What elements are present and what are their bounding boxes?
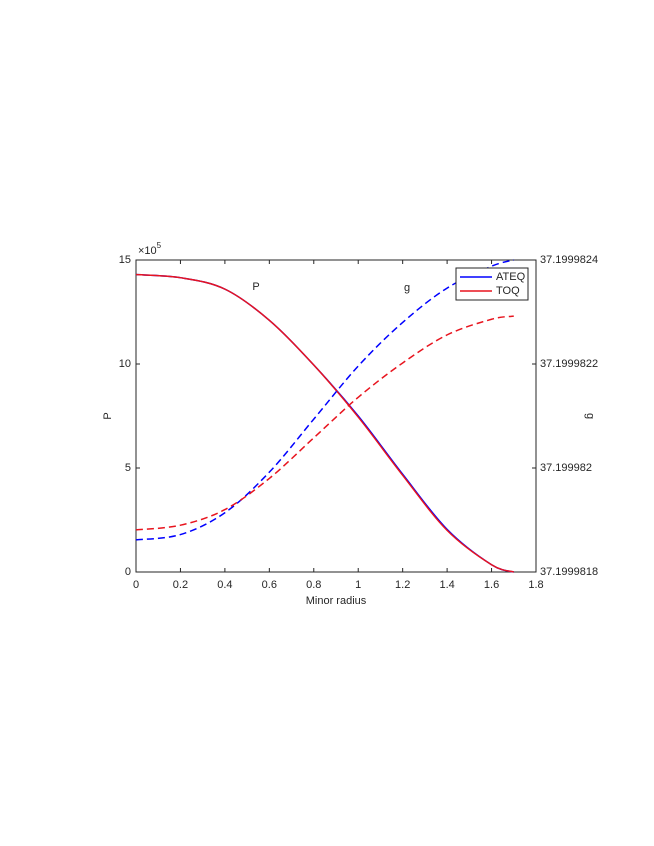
- annotation: g: [404, 282, 410, 294]
- y-tick-label: 15: [119, 254, 131, 266]
- x-tick-label: 1.4: [439, 579, 454, 591]
- y-axis-label: P: [102, 412, 114, 419]
- y2-tick-label: 37.1999818: [540, 566, 598, 578]
- x-tick-label: 0.6: [262, 579, 277, 591]
- x-tick-label: 0: [133, 579, 139, 591]
- x-tick-label: 0.4: [217, 579, 232, 591]
- y-multiplier-base: ×10: [138, 245, 157, 257]
- x-axis-label: Minor radius: [306, 595, 367, 607]
- x-tick-label: 1.8: [528, 579, 543, 591]
- annotation: P: [252, 281, 259, 293]
- x-tick-label: 0.8: [306, 579, 321, 591]
- x-tick-label: 0.2: [173, 579, 188, 591]
- y-tick-label: 5: [125, 462, 131, 474]
- y2-axis-label: g: [584, 413, 596, 419]
- y-multiplier-exponent: 5: [157, 241, 162, 250]
- legend-label: ATEQ: [496, 271, 526, 283]
- series-line: [135, 259, 514, 541]
- x-tick-label: 1.2: [395, 579, 410, 591]
- x-tick-label: 1.6: [484, 579, 499, 591]
- legend-box: [455, 267, 529, 301]
- y2-tick-label: 37.1999824: [540, 254, 598, 266]
- legend-label: TOQ: [496, 285, 520, 297]
- series-line: [135, 273, 515, 573]
- x-tick-label: 1: [355, 579, 361, 591]
- y-tick-label: 10: [119, 358, 131, 370]
- series-line: [135, 315, 514, 531]
- y2-tick-label: 37.1999822: [540, 358, 598, 370]
- y2-tick-label: 37.199982: [540, 462, 592, 474]
- y-tick-label: 0: [125, 566, 131, 578]
- y-multiplier: ×105: [138, 241, 162, 257]
- plot-frame: [135, 259, 537, 573]
